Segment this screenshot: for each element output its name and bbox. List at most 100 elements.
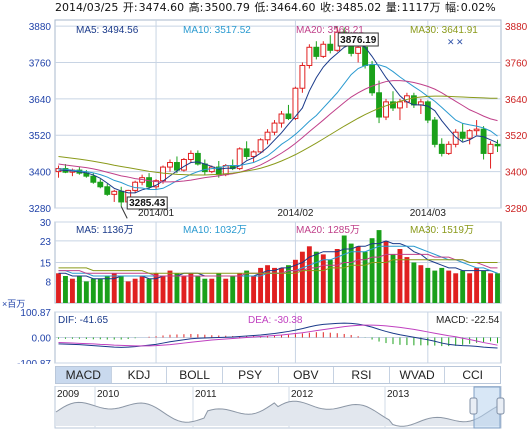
volume-bar [411, 262, 417, 303]
volume-bar [90, 278, 96, 303]
tab-rsi[interactable]: RSI [334, 367, 390, 383]
candle-body [187, 152, 194, 160]
close-label: 收: [320, 1, 335, 14]
tab-kdj[interactable]: KDJ [112, 367, 168, 383]
volume-bar [174, 273, 180, 303]
price-tick-right: 3880 [505, 22, 528, 33]
change-value: 0.02% [460, 1, 496, 14]
price-ma-line [58, 43, 498, 194]
price-x-label: 2014/03 [410, 208, 447, 219]
candle-body [285, 113, 292, 120]
tab-cci[interactable]: CCI [462, 368, 484, 382]
price-tick-right: 3280 [505, 204, 528, 215]
volume-bar [146, 278, 152, 303]
price-tick-left: 3520 [29, 131, 52, 142]
volume-bar [348, 243, 354, 303]
candle-body [431, 119, 438, 145]
high-label: 高: [188, 1, 204, 14]
volume-legend-ma20: MA20: 1285万 [296, 225, 360, 236]
volume-bar [369, 238, 375, 303]
candle-body [438, 143, 445, 154]
volume-bar [397, 249, 403, 303]
volume-value: 1117万 [401, 1, 441, 14]
price-panel-frame [54, 19, 502, 209]
candle-body [383, 101, 389, 118]
volume-tick: 30 [40, 218, 52, 229]
high-value: 3500.79 [204, 1, 250, 14]
volume-bar [286, 265, 291, 303]
candle-body [271, 122, 278, 133]
volume-tick: 8 [45, 277, 51, 288]
tab-obv[interactable]: OBV [279, 367, 335, 383]
volume-bar [362, 251, 368, 303]
volume-legend-ma5: MA5: 1136万 [76, 225, 134, 236]
macd-tick: 0.00 [32, 334, 52, 345]
candle-body [111, 190, 118, 195]
price-tick-left: 3280 [29, 204, 52, 215]
candle-body [445, 143, 452, 154]
low-label: 3285.43 [129, 198, 166, 209]
price-ma-line [58, 95, 498, 176]
candle-body [250, 151, 257, 157]
candle-body [146, 177, 153, 188]
volume-bar [334, 249, 340, 303]
navigator-left-handle [469, 397, 478, 415]
candle-body [355, 46, 362, 54]
volume-bar [488, 273, 493, 303]
volume-bar [418, 265, 424, 303]
stock-chart[interactable]: 3880 3880 3760 3760 3640 3640 3520 3520 3400 3400… [0, 0, 531, 364]
volume-bar [125, 281, 131, 303]
quote-date: 2014/03/25 [55, 1, 119, 14]
tab-boll[interactable]: BOLL [167, 367, 223, 383]
price-x-label: 2014/01 [138, 208, 175, 219]
volume-bar [230, 276, 236, 303]
candle-body [257, 139, 264, 153]
candle-body [167, 162, 173, 168]
volume-bar [390, 254, 396, 303]
volume-bar [216, 273, 222, 303]
candle-body [194, 152, 201, 165]
price-tick-right: 3760 [505, 58, 528, 69]
volume-bar [299, 251, 305, 303]
tab-psy[interactable]: PSY [223, 367, 279, 383]
candle-body [299, 64, 306, 89]
volume-bar [313, 251, 319, 303]
navigator-year-label: 2012 [291, 389, 314, 400]
volume-bar [306, 246, 312, 303]
close-icon: ✕ [447, 38, 455, 48]
tab-macd[interactable]: MACD [56, 367, 112, 383]
price-tick-right: 3520 [505, 131, 528, 142]
change-label: 幅: [445, 1, 460, 14]
candle-body [397, 101, 403, 109]
volume-bar [244, 270, 250, 303]
tab-wvad[interactable]: WVAD [390, 367, 446, 383]
volume-legend-ma10: MA10: 1032万 [183, 225, 247, 236]
macd-tick: -100.87 [17, 359, 51, 364]
open-value: 3474.60 [138, 1, 185, 14]
candle-body [208, 166, 215, 173]
price-tick-left: 3400 [29, 168, 52, 179]
navigator-year-label: 2010 [97, 389, 120, 400]
price-tick-right: 3640 [505, 95, 528, 106]
range-navigator[interactable]: 2009 2010 2011 2012 2013 [0, 386, 531, 430]
volume-bar [188, 273, 194, 303]
volume-bar [355, 246, 361, 303]
navigator-selection [473, 386, 501, 429]
navigator-year-label: 2013 [387, 389, 410, 400]
volume-bar [474, 267, 480, 303]
volume-tick: 23 [40, 237, 52, 248]
volume-bar [460, 270, 466, 303]
candle-body [118, 190, 125, 203]
volume-bar [383, 240, 389, 303]
macd-unit-label: ×百万 [2, 299, 25, 309]
navigator-year-label: 2009 [57, 389, 80, 400]
candle-body [327, 43, 334, 51]
volume-bar [341, 235, 347, 303]
candle-body [292, 87, 299, 120]
volume-bar [376, 230, 382, 303]
volume-bar [432, 270, 438, 303]
macd-dea-line [58, 324, 498, 347]
volume-bar [446, 270, 452, 303]
candle-body [494, 143, 501, 147]
macd-legend-macd: MACD: -22.54 [436, 315, 500, 326]
